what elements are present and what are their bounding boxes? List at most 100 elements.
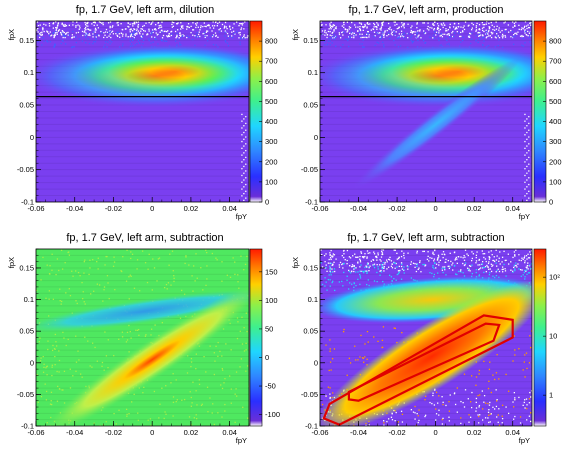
speckle-bin [51, 374, 53, 377]
speckle-bin [94, 29, 97, 31]
speckle-bin [214, 21, 217, 24]
speckle-bin [391, 31, 393, 33]
speckle-bin [433, 267, 435, 270]
speckle-bin [441, 423, 444, 425]
speckle-bin [85, 42, 87, 44]
speckle-bin [342, 267, 344, 269]
speckle-bin [191, 402, 193, 404]
speckle-bin [329, 348, 331, 350]
speckle-bin [366, 283, 368, 286]
speckle-bin [156, 34, 158, 36]
speckle-bin [324, 285, 326, 287]
speckle-bin [514, 349, 516, 351]
speckle-bin [235, 388, 237, 390]
speckle-bin [137, 419, 139, 422]
speckle-bin [54, 33, 56, 36]
speckle-bin [524, 261, 526, 264]
speckle-bin [424, 32, 426, 35]
speckle-bin [205, 249, 207, 251]
speckle-bin [73, 46, 75, 48]
speckle-bin [212, 21, 214, 23]
x-tick-label: 0.04 [222, 204, 237, 213]
speckle-bin [468, 268, 470, 270]
speckle-bin [518, 268, 520, 270]
speckle-bin [40, 279, 42, 281]
color-palette [533, 20, 547, 203]
speckle-bin [475, 262, 477, 264]
speckle-bin [341, 25, 343, 27]
speckle-bin [159, 403, 161, 405]
speckle-bin [462, 262, 464, 265]
speckle-bin [403, 269, 405, 271]
speckle-bin [110, 41, 113, 43]
speckle-bin [131, 253, 134, 255]
palette-tick-label: 300 [549, 137, 562, 146]
speckle-bin [327, 30, 330, 33]
speckle-bin [460, 269, 462, 271]
speckle-bin [515, 32, 517, 34]
speckle-bin [195, 414, 197, 416]
speckle-bin [431, 27, 433, 29]
speckle-bin [196, 22, 198, 24]
speckle-bin [496, 269, 498, 272]
speckle-bin [49, 31, 51, 33]
speckle-bin [338, 33, 341, 36]
speckle-bin [432, 394, 434, 397]
speckle-bin [464, 389, 467, 391]
speckle-bin [329, 24, 331, 27]
speckle-bin [376, 22, 378, 24]
speckle-bin [91, 342, 94, 344]
speckle-bin [362, 29, 364, 31]
speckle-bin [493, 29, 496, 31]
speckle-bin [243, 327, 245, 329]
speckle-bin [186, 28, 188, 30]
speckle-bin [43, 23, 45, 25]
speckle-bin [396, 252, 398, 255]
speckle-bin [433, 37, 436, 39]
speckle-bin [445, 28, 447, 30]
speckle-bin [68, 24, 71, 26]
speckle-bin [381, 266, 383, 269]
speckle-bin [382, 21, 385, 23]
speckle-bin [381, 34, 383, 36]
speckle-bin [338, 264, 340, 266]
speckle-bin [45, 399, 48, 401]
speckle-bin [57, 22, 60, 24]
speckle-bin [432, 251, 434, 253]
speckle-bin [529, 31, 532, 34]
speckle-bin [240, 23, 242, 25]
speckle-bin [348, 269, 350, 272]
speckle-bin [456, 262, 458, 264]
speckle-bin [382, 263, 384, 266]
speckle-bin [492, 259, 494, 262]
speckle-bin [479, 414, 481, 416]
speckle-bin [423, 250, 425, 253]
speckle-bin [209, 345, 211, 347]
speckle-bin [86, 22, 89, 25]
speckle-bin [528, 177, 530, 179]
speckle-bin [133, 31, 135, 33]
palette-tick-label: 50 [265, 324, 273, 333]
speckle-bin [366, 26, 368, 28]
speckle-bin [138, 328, 140, 331]
palette-tick-label: -50 [265, 382, 276, 391]
speckle-bin [526, 172, 528, 174]
speckle-bin [167, 30, 169, 32]
speckle-bin [502, 35, 504, 37]
speckle-bin [453, 32, 456, 34]
speckle-bin [133, 28, 136, 31]
speckle-bin [42, 256, 44, 259]
color-palette [249, 20, 263, 203]
speckle-bin [204, 25, 206, 28]
speckle-bin [176, 399, 178, 401]
speckle-bin [481, 21, 483, 24]
speckle-bin [400, 278, 403, 280]
speckle-bin [237, 281, 239, 283]
speckle-bin [144, 262, 147, 264]
speckle-bin [526, 165, 528, 168]
speckle-bin [47, 340, 49, 342]
speckle-bin [496, 354, 498, 356]
speckle-bin [341, 263, 343, 266]
x-tick-label: -0.04 [350, 428, 367, 437]
speckle-bin [155, 32, 157, 34]
